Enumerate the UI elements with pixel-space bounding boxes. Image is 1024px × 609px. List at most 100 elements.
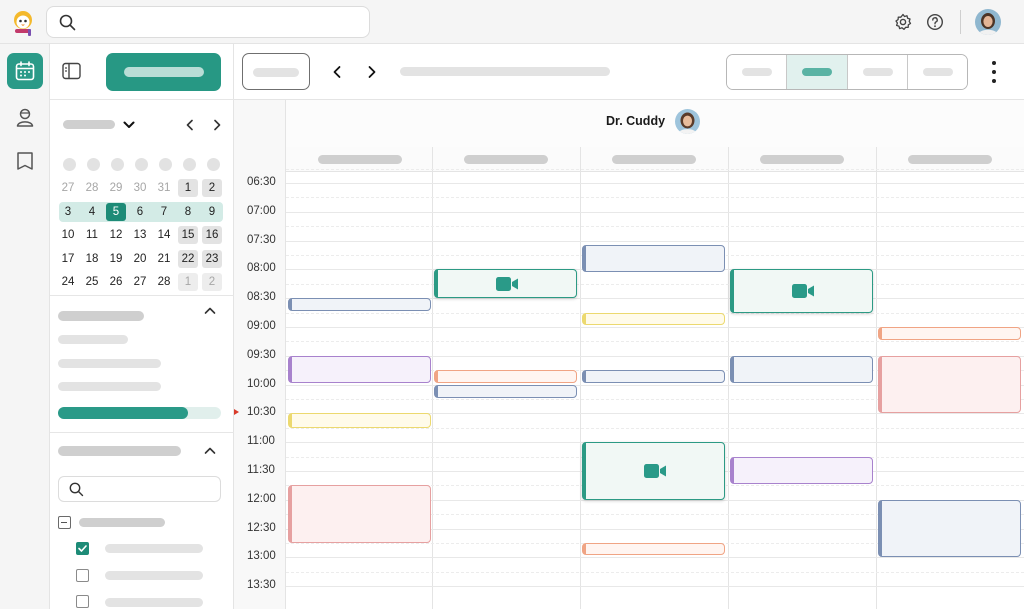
filter-option[interactable] [58, 359, 161, 368]
next-period-icon[interactable] [365, 64, 379, 80]
mini-calendar-day[interactable]: 29 [109, 182, 123, 194]
appointment-block[interactable] [288, 413, 431, 428]
appointment-block[interactable] [288, 485, 431, 543]
user-avatar[interactable] [975, 9, 1001, 35]
day-column-header[interactable] [728, 147, 876, 172]
view-option[interactable] [847, 55, 908, 89]
search-input[interactable] [46, 6, 370, 38]
mini-calendar-day[interactable]: 15 [178, 226, 198, 244]
mini-calendar-day[interactable]: 17 [61, 252, 75, 265]
mini-calendar-day[interactable]: 30 [133, 182, 147, 194]
mini-calendar-day[interactable]: 14 [157, 229, 171, 241]
day-column-header[interactable] [876, 147, 1024, 172]
mini-calendar-day[interactable]: 18 [85, 252, 99, 265]
appointment-block[interactable] [434, 384, 577, 399]
day-column-header[interactable] [432, 147, 580, 172]
checkbox-label [105, 571, 203, 580]
weekday-header-row [58, 157, 224, 173]
mini-calendar-day[interactable]: 23 [202, 249, 222, 268]
video-appointment[interactable] [582, 442, 725, 500]
appointment-block[interactable] [582, 370, 725, 383]
appointment-block[interactable] [730, 355, 873, 383]
mini-calendar-day[interactable]: 22 [178, 249, 198, 268]
day-column-header[interactable] [580, 147, 728, 172]
time-label: 13:00 [247, 550, 276, 563]
mini-calendar-day[interactable]: 26 [109, 276, 123, 288]
gear-icon[interactable] [893, 12, 913, 32]
mini-calendar-today[interactable]: 5 [106, 202, 126, 221]
mini-calendar-day[interactable]: 27 [61, 182, 75, 194]
mini-calendar-day[interactable]: 1 [178, 273, 198, 291]
rail-patients-button[interactable] [7, 99, 43, 135]
time-slot-line [286, 500, 1024, 501]
rail-calendar-button[interactable] [7, 53, 43, 89]
time-label: 10:30 [247, 406, 276, 419]
chevron-down-icon[interactable] [122, 118, 136, 132]
today-button[interactable] [242, 53, 310, 90]
rail-library-button[interactable] [7, 143, 43, 179]
time-label: 12:30 [247, 521, 276, 534]
sidebar-toggle-icon[interactable] [62, 62, 82, 80]
chevron-up-icon[interactable] [203, 304, 217, 318]
appointment-block[interactable] [878, 499, 1021, 558]
more-options-icon[interactable] [986, 57, 1002, 87]
video-appointment[interactable] [730, 269, 873, 313]
view-option[interactable] [907, 55, 967, 89]
mini-calendar-day[interactable]: 21 [157, 252, 171, 265]
select-all-checkbox[interactable] [58, 516, 71, 529]
filter-checkbox[interactable] [76, 569, 89, 582]
mini-calendar-day[interactable]: 16 [202, 226, 222, 244]
chevron-up-icon[interactable] [203, 444, 217, 458]
appointment-block[interactable] [582, 245, 725, 273]
mascot-logo-icon[interactable] [8, 7, 38, 37]
appointment-block[interactable] [878, 327, 1021, 341]
mini-calendar-day[interactable]: 28 [157, 276, 171, 288]
appointment-block[interactable] [582, 543, 725, 556]
view-option[interactable] [727, 55, 788, 89]
mini-calendar-day[interactable]: 24 [61, 276, 75, 288]
mini-calendar-day[interactable]: 6 [136, 205, 144, 218]
filter-search-input[interactable] [58, 476, 221, 502]
mini-calendar-day[interactable]: 28 [85, 182, 99, 194]
appointment-block[interactable] [878, 355, 1021, 414]
appointment-block[interactable] [434, 370, 577, 383]
mini-calendar-day[interactable]: 2 [202, 179, 222, 197]
mini-calendar-day[interactable]: 20 [133, 252, 147, 265]
mini-calendar-day[interactable]: 12 [109, 229, 123, 241]
mini-calendar-day[interactable]: 31 [157, 182, 171, 194]
mini-calendar-day[interactable]: 27 [133, 276, 147, 288]
time-slot-line [286, 514, 1024, 515]
mini-calendar-day[interactable]: 3 [64, 205, 72, 218]
appointment-block[interactable] [288, 355, 431, 383]
create-appointment-button[interactable] [106, 53, 221, 91]
next-month-icon[interactable] [210, 118, 224, 132]
prev-period-icon[interactable] [330, 64, 344, 80]
appointment-block[interactable] [288, 298, 431, 311]
day-divider [728, 147, 729, 609]
mini-calendar-day[interactable]: 11 [86, 229, 98, 241]
filter-checkbox[interactable] [76, 595, 89, 608]
view-option-selected[interactable] [787, 55, 848, 89]
time-slot-line [286, 298, 1024, 299]
filter-checkbox-checked[interactable] [76, 542, 89, 555]
appointment-block[interactable] [730, 456, 873, 485]
video-appointment[interactable] [434, 269, 577, 299]
mini-calendar-day[interactable]: 1 [178, 179, 198, 197]
day-column-header[interactable] [286, 147, 434, 172]
mini-calendar-day[interactable]: 7 [160, 205, 168, 218]
mini-calendar-day[interactable]: 4 [88, 205, 96, 218]
mini-calendar-day[interactable]: 10 [61, 229, 75, 241]
prev-month-icon[interactable] [183, 118, 197, 132]
mini-calendar-day[interactable]: 8 [184, 205, 192, 218]
time-slot-line [286, 327, 1024, 328]
mini-calendar-day[interactable]: 25 [85, 276, 99, 288]
appointment-block[interactable] [582, 312, 725, 326]
filter-option[interactable] [58, 382, 161, 391]
help-circle-icon[interactable] [925, 12, 945, 32]
mini-calendar-day[interactable]: 19 [109, 252, 123, 265]
mini-calendar-day[interactable]: 2 [202, 273, 222, 291]
filter-option[interactable] [58, 335, 128, 344]
mini-calendar-day[interactable]: 9 [208, 205, 216, 218]
mini-calendar-day[interactable]: 13 [133, 229, 147, 241]
